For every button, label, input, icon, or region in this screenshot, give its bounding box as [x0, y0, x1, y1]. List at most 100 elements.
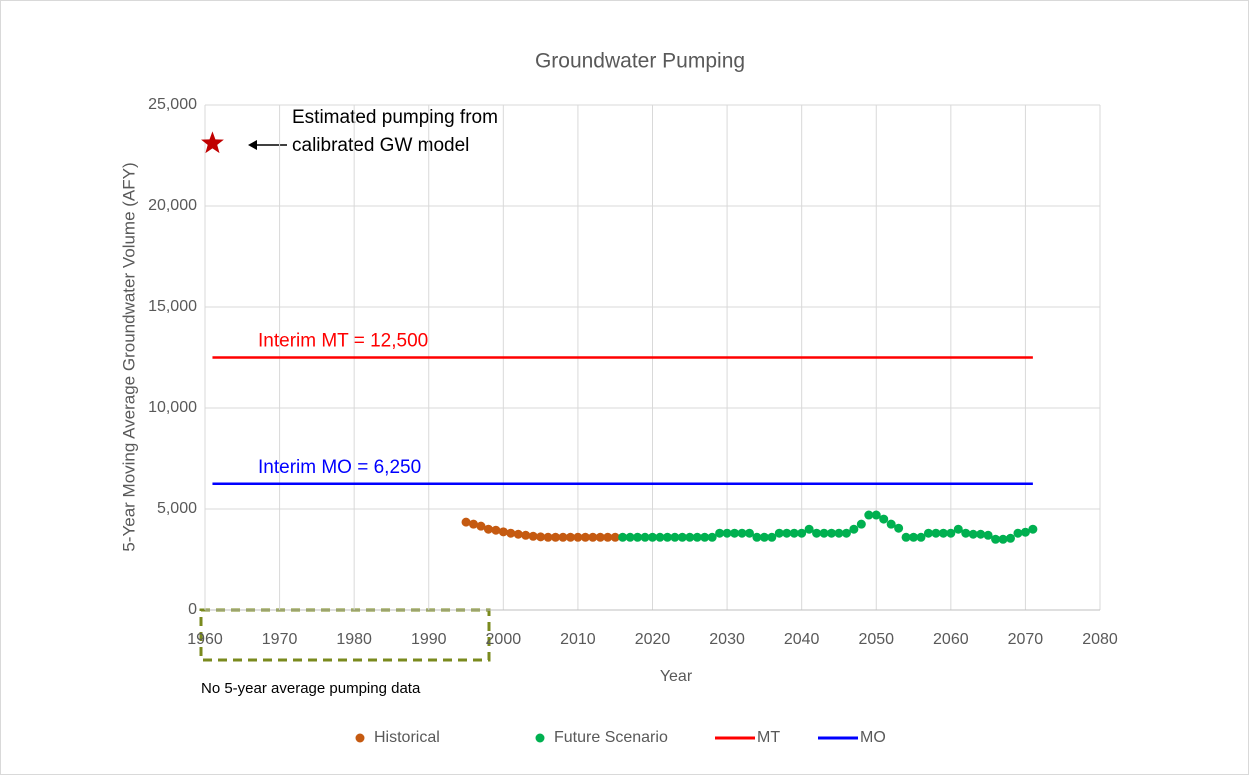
- marker: [640, 532, 650, 542]
- marker: [565, 532, 575, 542]
- marker: [946, 528, 956, 538]
- marker: [551, 532, 561, 542]
- marker: [991, 534, 1001, 544]
- x-tick-label: 1990: [411, 631, 447, 648]
- marker: [834, 528, 844, 538]
- x-tick-label: 1970: [262, 631, 298, 648]
- marker: [692, 532, 702, 542]
- marker: [901, 532, 911, 542]
- marker: [737, 528, 747, 538]
- marker: [782, 528, 792, 538]
- marker: [827, 528, 836, 538]
- marker: [923, 528, 933, 538]
- marker: [841, 528, 851, 538]
- marker: [558, 532, 568, 542]
- marker: [983, 530, 993, 540]
- marker: [528, 531, 538, 541]
- marker: [774, 528, 784, 538]
- marker: [886, 519, 896, 529]
- marker: [573, 532, 583, 542]
- marker: [483, 524, 493, 534]
- marker: [685, 532, 695, 542]
- x-tick-label: 2050: [858, 631, 894, 648]
- marker: [536, 532, 546, 542]
- y-tick-label: 5,000: [157, 500, 197, 517]
- x-tick-label: 1980: [336, 631, 372, 648]
- marker: [744, 528, 754, 538]
- marker: [588, 532, 598, 542]
- marker: [849, 524, 859, 534]
- marker: [961, 528, 971, 538]
- star-note-line: calibrated GW model: [292, 135, 469, 156]
- marker: [580, 532, 590, 542]
- marker: [625, 532, 635, 542]
- marker: [1013, 528, 1023, 538]
- legend-label: MO: [860, 729, 886, 746]
- line-label: Interim MO = 6,250: [258, 457, 421, 478]
- marker: [804, 524, 814, 534]
- x-tick-label: 2080: [1082, 631, 1118, 648]
- marker: [1020, 527, 1030, 537]
- marker: [909, 532, 919, 542]
- marker: [603, 532, 613, 542]
- marker: [469, 519, 478, 529]
- y-tick-label: 10,000: [148, 399, 197, 416]
- marker: [513, 529, 523, 539]
- x-tick-label: 2000: [486, 631, 522, 648]
- x-tick-label: 2030: [709, 631, 745, 648]
- marker: [759, 532, 769, 542]
- marker: [722, 528, 732, 538]
- legend-label: MT: [757, 729, 780, 746]
- marker: [1028, 524, 1038, 534]
- marker: [879, 514, 889, 524]
- marker: [856, 519, 866, 529]
- x-tick-label: 1960: [187, 631, 223, 648]
- star-marker: [201, 131, 224, 154]
- marker: [789, 528, 799, 538]
- marker: [953, 524, 963, 534]
- marker: [1006, 533, 1015, 543]
- x-tick-label: 2060: [933, 631, 969, 648]
- marker: [998, 534, 1008, 544]
- y-tick-label: 0: [188, 601, 197, 618]
- line-label: Interim MT = 12,500: [258, 331, 428, 352]
- marker: [916, 532, 926, 542]
- marker: [491, 525, 501, 535]
- chart-title: Groundwater Pumping: [535, 50, 745, 73]
- marker: [476, 521, 486, 531]
- legend-label: Historical: [374, 729, 440, 746]
- no-data-note: No 5-year average pumping data: [201, 680, 421, 697]
- y-axis-label: 5-Year Moving Average Groundwater Volume…: [119, 162, 138, 551]
- marker: [677, 532, 687, 542]
- x-tick-label: 2040: [784, 631, 820, 648]
- marker: [968, 529, 978, 539]
- marker: [976, 529, 986, 539]
- marker: [938, 528, 948, 538]
- legend-marker: [355, 733, 365, 743]
- x-tick-label: 2020: [635, 631, 671, 648]
- marker: [752, 532, 762, 542]
- star-note-line: Estimated pumping from: [292, 107, 498, 128]
- marker: [506, 528, 516, 538]
- marker: [819, 528, 829, 538]
- marker: [864, 510, 874, 520]
- marker: [662, 532, 672, 542]
- x-tick-label: 2070: [1008, 631, 1044, 648]
- marker: [543, 532, 553, 542]
- arrow-head: [248, 140, 257, 150]
- marker: [871, 510, 881, 520]
- marker: [498, 527, 508, 537]
- x-tick-label: 2010: [560, 631, 596, 648]
- marker: [700, 532, 710, 542]
- marker: [707, 532, 717, 542]
- marker: [618, 532, 628, 542]
- x-axis-label: Year: [660, 668, 693, 685]
- marker: [894, 523, 904, 533]
- marker: [730, 528, 740, 538]
- marker: [648, 532, 657, 542]
- marker: [670, 532, 680, 542]
- legend-label: Future Scenario: [554, 729, 668, 746]
- y-tick-label: 15,000: [148, 298, 197, 315]
